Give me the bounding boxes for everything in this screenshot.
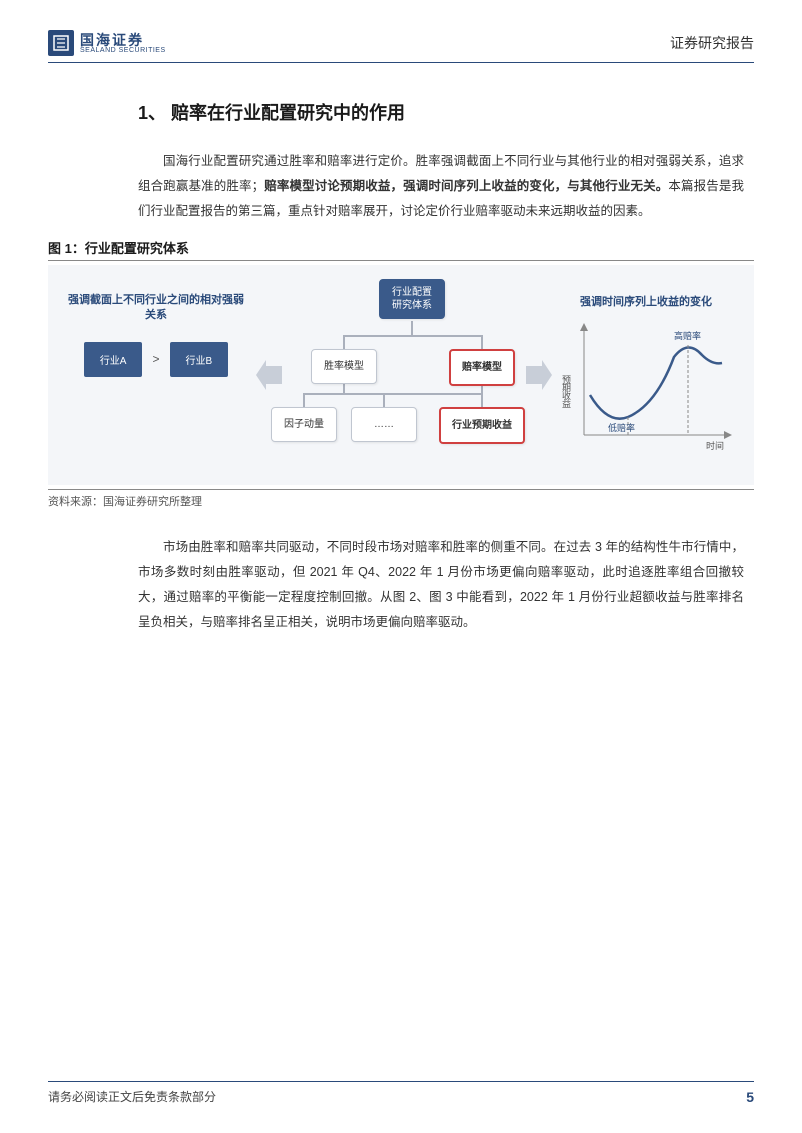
arrow-left-icon: [256, 360, 282, 390]
left-callout-title: 强调截面上不同行业之间的相对强弱关系: [66, 293, 246, 324]
tree-winrate-node: 胜率模型: [311, 349, 377, 384]
figure-source: 资料来源：国海证券研究所整理: [48, 489, 754, 509]
chart-high-label: 高赔率: [674, 330, 701, 341]
chart-ylabel: 预期收益: [561, 375, 571, 408]
industry-a-box: 行业A: [84, 342, 143, 377]
tree-root-node: 行业配置 研究体系: [379, 279, 445, 319]
diagram-left-callout: 强调截面上不同行业之间的相对强弱关系 行业A > 行业B: [66, 293, 246, 377]
report-type: 证券研究报告: [670, 33, 754, 53]
section-title: 1、 赔率在行业配置研究中的作用: [138, 99, 754, 125]
page-number: 5: [746, 1089, 754, 1105]
logo-text-cn: 国海证券: [80, 33, 166, 47]
tree-factor-node: 因子动量: [271, 407, 337, 442]
logo-icon: [48, 30, 74, 56]
paragraph-1: 国海行业配置研究通过胜率和赔率进行定价。胜率强调截面上不同行业与其他行业的相对强…: [138, 149, 744, 224]
logo: 国海证券 SEALAND SECURITIES: [48, 30, 166, 56]
diagram-right-chart: 强调时间序列上收益的变化 预期收益 时间: [556, 293, 736, 457]
paragraph-2: 市场由胜率和赔率共同驱动，不同时段市场对赔率和胜率的侧重不同。在过去 3 年的结…: [138, 535, 744, 635]
greater-than: >: [152, 352, 159, 366]
arrow-right-icon: [526, 360, 552, 390]
tree-odds-node: 赔率模型: [449, 349, 515, 386]
time-series-chart: 预期收益 时间 高赔率 低赔率: [556, 317, 736, 457]
right-chart-title: 强调时间序列上收益的变化: [556, 293, 736, 309]
tree-expected-return-node: 行业预期收益: [439, 407, 525, 444]
chart-low-label: 低赔率: [608, 422, 635, 433]
page-footer: 请务必阅读正文后免责条款部分 5: [48, 1081, 754, 1105]
para1-text-bold: 赔率模型讨论预期收益，强调时间序列上收益的变化，与其他行业无关。: [264, 179, 668, 193]
industry-b-box: 行业B: [170, 342, 229, 377]
logo-text-en: SEALAND SECURITIES: [80, 47, 166, 54]
page-header: 国海证券 SEALAND SECURITIES 证券研究报告: [48, 30, 754, 63]
chart-xlabel: 时间: [706, 440, 724, 451]
figure-title: 图 1：行业配置研究体系: [48, 238, 754, 261]
tree-ellipsis-node: ……: [351, 407, 417, 442]
footer-disclaimer: 请务必阅读正文后免责条款部分: [48, 1088, 216, 1105]
figure-diagram: 强调截面上不同行业之间的相对强弱关系 行业A > 行业B: [48, 265, 754, 485]
